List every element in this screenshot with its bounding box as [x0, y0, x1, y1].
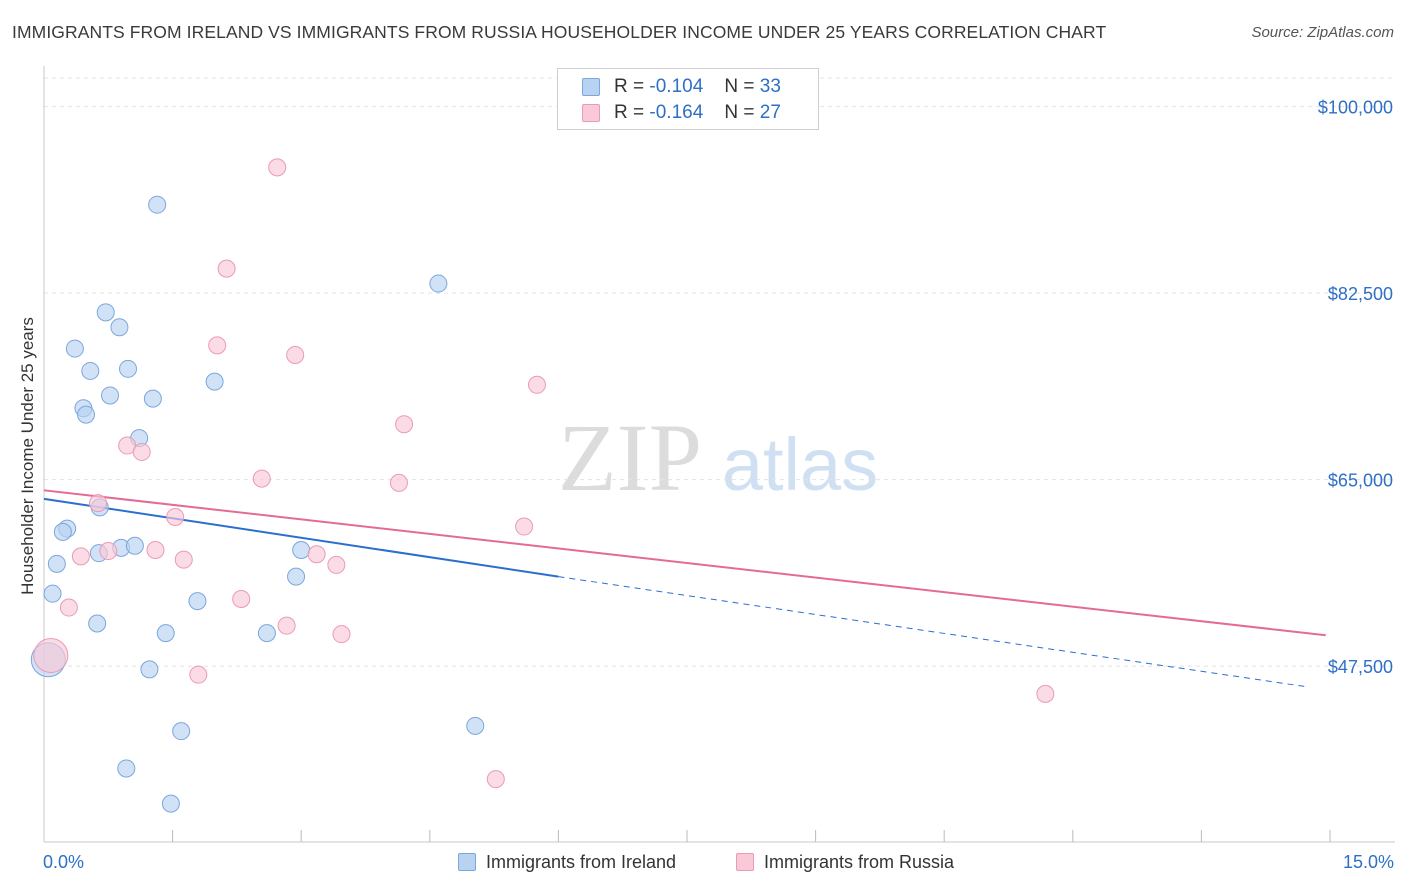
russia-point — [189, 665, 208, 684]
russia-point — [486, 770, 505, 789]
russia-point — [252, 469, 271, 488]
russia-swatch — [582, 104, 600, 122]
ireland-point — [161, 794, 180, 813]
source-label: Source: ZipAtlas.com — [1251, 24, 1394, 41]
y-tick-label: $100,000 — [1318, 98, 1393, 118]
legend-label-ireland: Immigrants from Ireland — [486, 852, 677, 872]
r-value-russia: -0.164 — [649, 102, 704, 123]
n-label: N = — [724, 102, 755, 123]
r-label: R = — [614, 76, 645, 97]
ireland-point — [188, 592, 207, 611]
ireland-point — [96, 303, 115, 322]
chart-title: IMMIGRANTS FROM IRELAND VS IMMIGRANTS FR… — [12, 22, 1107, 42]
legend-item-ireland: Immigrants from Ireland — [458, 852, 676, 873]
ireland-point — [205, 372, 224, 391]
russia-point — [99, 542, 118, 561]
ireland-point — [143, 389, 162, 408]
y-tick-label: $65,000 — [1328, 471, 1393, 491]
ireland-point — [156, 624, 175, 643]
ireland-point — [117, 759, 136, 778]
russia-point — [1036, 684, 1055, 703]
russia-point — [89, 494, 108, 513]
correlation-legend: R = -0.104 N = 33 R = -0.164 N = 27 — [557, 68, 819, 130]
trend-line-russia — [43, 489, 1326, 637]
ireland-point — [88, 614, 107, 633]
ireland-point — [65, 339, 84, 358]
ireland-point — [466, 716, 485, 735]
russia-point — [232, 590, 251, 609]
russia-point — [307, 545, 326, 564]
russia-point — [332, 625, 351, 644]
ireland-point — [429, 274, 448, 293]
russia-point — [286, 345, 305, 364]
ireland-legend-swatch — [458, 853, 476, 871]
x-tick-label-min: 0.0% — [43, 852, 85, 872]
russia-point — [277, 616, 296, 635]
ireland-point — [292, 540, 311, 559]
n-value-russia: 27 — [759, 102, 781, 123]
ireland-swatch — [582, 78, 600, 96]
russia-point — [166, 507, 185, 526]
ireland-point — [140, 660, 159, 679]
r-value-ireland: -0.104 — [649, 76, 704, 97]
russia-point — [268, 158, 287, 177]
ireland-point — [81, 361, 100, 380]
ireland-point — [77, 405, 96, 424]
russia-point — [217, 259, 236, 278]
ireland-point — [101, 386, 120, 405]
trend-line-ireland — [43, 497, 559, 578]
russia-point — [174, 550, 193, 569]
legend-label-russia: Immigrants from Russia — [764, 852, 955, 872]
watermark-zip: ZIP — [558, 404, 702, 511]
ireland-point — [287, 567, 306, 586]
ireland-point — [125, 536, 144, 555]
ireland-point — [119, 359, 138, 378]
ireland-point — [47, 554, 66, 573]
ireland-point — [110, 318, 129, 337]
russia-point — [59, 598, 78, 617]
russia-point — [208, 336, 227, 355]
ireland-point — [53, 522, 72, 541]
ireland-point — [172, 722, 191, 741]
russia-point — [146, 540, 165, 559]
russia-point — [389, 473, 408, 492]
y-tick-label: $82,500 — [1328, 284, 1393, 304]
russia-point — [395, 415, 414, 434]
ireland-point — [148, 195, 167, 214]
ireland-point — [257, 624, 276, 643]
russia-point — [33, 637, 69, 673]
watermark-atlas: atlas — [722, 423, 878, 506]
russia-point — [327, 555, 346, 574]
n-label: N = — [724, 76, 755, 97]
russia-point — [71, 547, 90, 566]
y-tick-label: $47,500 — [1328, 657, 1393, 677]
russia-point — [515, 517, 534, 536]
legend-item-russia: Immigrants from Russia — [736, 852, 954, 873]
russia-point — [527, 375, 546, 394]
trend-line-ireland-extension — [558, 576, 1305, 687]
russia-point — [132, 442, 151, 461]
russia-legend-swatch — [736, 853, 754, 871]
ireland-point — [43, 584, 62, 603]
x-tick-label-max: 15.0% — [1342, 852, 1394, 872]
n-value-ireland: 33 — [759, 76, 781, 97]
r-label: R = — [614, 102, 645, 123]
